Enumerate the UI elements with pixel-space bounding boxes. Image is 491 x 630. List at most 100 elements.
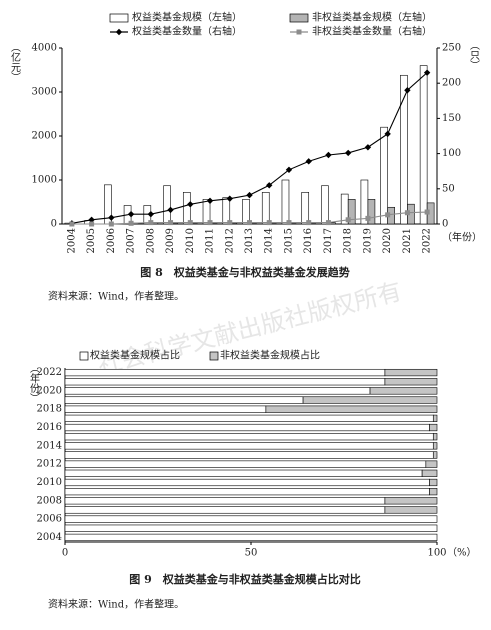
x-tick-label: 2004 <box>66 228 77 253</box>
line-marker <box>127 210 135 218</box>
legend-swatch <box>289 13 309 23</box>
x-axis-title: （年份） <box>442 231 482 244</box>
legend-swatch <box>79 351 89 361</box>
x-tick-label: 50 <box>245 548 258 559</box>
y2-tick-label: 150 <box>442 113 461 124</box>
y2-tick-label: 250 <box>442 43 461 54</box>
bar-segment <box>429 488 438 496</box>
x-tick-label: 2014 <box>264 228 275 253</box>
bar-segment <box>429 423 438 432</box>
x-tick-label: 2016 <box>303 228 314 253</box>
bar <box>281 179 290 225</box>
y-tick-label: 1000 <box>32 175 57 186</box>
y-tick-label: 2000 <box>32 131 57 142</box>
line-marker <box>88 216 95 223</box>
bar-segment <box>64 488 430 496</box>
legend-label: 权益类基金规模占比 <box>90 349 180 362</box>
line-marker <box>424 209 430 215</box>
bar <box>380 126 388 225</box>
legend-swatch <box>209 351 219 361</box>
line-marker <box>325 151 332 159</box>
bar-segment <box>421 469 438 477</box>
x-tick-label: 2008 <box>145 228 156 253</box>
line-marker <box>423 69 431 76</box>
bar-segment <box>64 497 386 505</box>
bar-segment <box>64 387 371 395</box>
bar-segment <box>429 478 438 487</box>
legend-marker <box>296 29 302 35</box>
bar-segment <box>64 423 430 432</box>
x-tick-label: 2020 <box>382 228 393 253</box>
line-marker <box>325 220 331 226</box>
line-marker <box>226 195 233 202</box>
bar-segment <box>64 524 438 532</box>
line-marker <box>108 221 114 227</box>
legend-label: 权益类基金规模（左轴） <box>132 11 242 24</box>
line-marker <box>148 220 154 226</box>
line-marker <box>207 220 213 226</box>
line-marker <box>266 220 272 226</box>
line-marker <box>384 130 391 138</box>
bar-segment <box>64 515 438 523</box>
x-tick-label: 2007 <box>126 228 137 253</box>
y2-tick-label: 100 <box>442 148 461 159</box>
y-tick-label: 0 <box>51 219 57 230</box>
line-marker <box>385 212 391 218</box>
line-marker <box>404 210 410 216</box>
line-marker <box>128 220 134 226</box>
x-tick-label: 2011 <box>205 228 216 253</box>
y-tick-label: 2016 <box>37 422 62 433</box>
x-tick-label: 2005 <box>86 228 97 253</box>
y2-tick-label: 200 <box>442 78 461 89</box>
line-marker <box>206 197 214 204</box>
bar-segment <box>432 451 438 459</box>
legend-label: 非权益类基金规模占比 <box>220 349 320 362</box>
x-tick-label: 2021 <box>402 228 413 253</box>
bar-segment <box>64 460 427 468</box>
y-tick-label: 2020 <box>37 385 62 396</box>
bar-segment <box>425 460 438 468</box>
y-tick-label: 2012 <box>37 459 62 470</box>
bar-segment <box>64 451 434 459</box>
x-tick-label: 2017 <box>323 228 334 253</box>
bar-segment <box>64 433 434 441</box>
bar <box>367 199 376 225</box>
bar <box>347 199 356 225</box>
x-tick-label: 2012 <box>224 228 235 253</box>
y-tick-label: 3000 <box>32 87 57 98</box>
y2-tick-label: 50 <box>442 183 455 194</box>
x-tick-label: 100 <box>427 548 446 559</box>
x-axis-title: （%） <box>447 547 477 559</box>
y-tick-label: 2014 <box>37 440 62 451</box>
bar-segment <box>64 378 386 386</box>
line-marker <box>306 220 312 226</box>
bar <box>182 192 191 225</box>
y-tick-label: 4000 <box>32 43 57 54</box>
bar-segment <box>64 414 434 422</box>
bar-segment <box>64 469 423 477</box>
y-tick-label: 2022 <box>37 367 62 378</box>
line-marker <box>167 206 174 214</box>
bar-segment <box>64 533 438 542</box>
bar-segment <box>384 497 438 505</box>
caption: 图 8 权益类基金与非权益类基金发展趋势 <box>140 265 349 279</box>
line-marker <box>305 158 312 165</box>
bar <box>419 65 428 225</box>
line-marker <box>246 191 253 199</box>
line-marker <box>247 220 252 226</box>
line-marker <box>147 210 155 218</box>
bar-segment <box>384 368 438 377</box>
x-tick-label: 0 <box>62 548 68 559</box>
line-marker <box>108 214 115 221</box>
bar-segment <box>64 405 267 413</box>
y-axis-title: （年份） <box>28 363 40 403</box>
bar <box>163 185 171 225</box>
x-tick-label: 2018 <box>343 228 354 253</box>
legend-label: 非权益类基金数量（右轴） <box>312 25 432 38</box>
caption: 图 9 权益类基金与非权益类基金规模占比对比 <box>129 572 360 586</box>
x-tick-label: 2015 <box>283 228 294 253</box>
source: 资料来源：Wind，作者整理。 <box>48 290 184 303</box>
line-marker <box>187 220 193 226</box>
source: 资料来源：Wind，作者整理。 <box>48 598 184 611</box>
x-tick-label: 2013 <box>244 228 255 253</box>
